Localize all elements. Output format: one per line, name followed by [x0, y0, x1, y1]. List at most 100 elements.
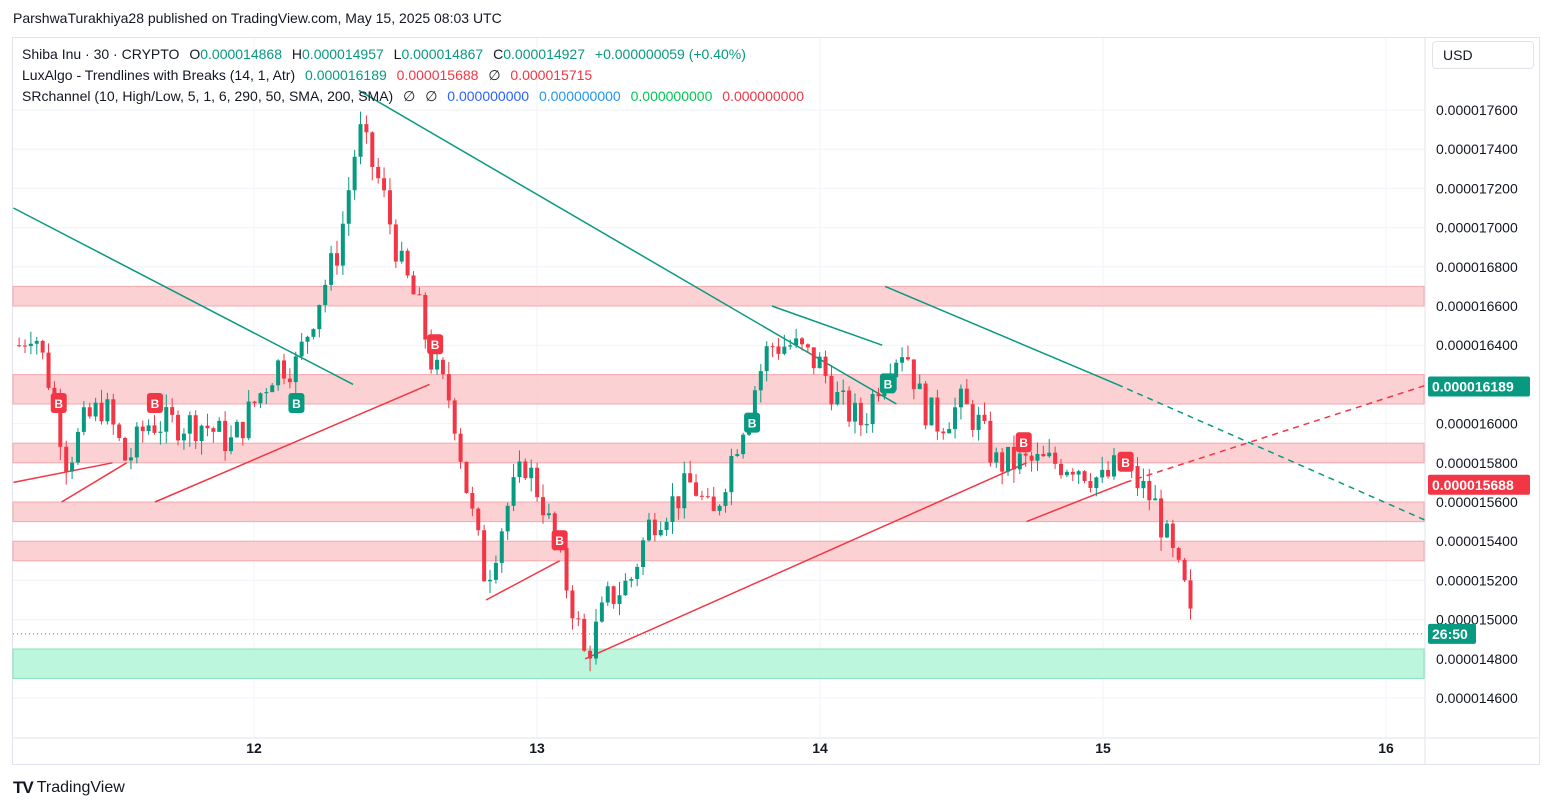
y-tick-label: 0.000014600	[1436, 690, 1518, 706]
break-marker: B	[427, 334, 444, 355]
candle-body	[988, 420, 993, 463]
candle-body	[393, 224, 398, 262]
candle-body	[947, 429, 952, 434]
candle-body	[635, 566, 640, 580]
legend-sr-v2: 0.000000000	[538, 88, 621, 104]
candle-body	[576, 618, 581, 620]
candle-body	[429, 339, 434, 370]
legend-main[interactable]: Shiba Inu · 30 · CRYPTO O0.000014868 H0.…	[22, 46, 758, 62]
publisher-line: ParshwaTurakhiya28 published on TradingV…	[13, 10, 502, 26]
candle-body	[134, 426, 139, 458]
candle-body	[1011, 446, 1016, 470]
break-marker: B	[551, 530, 568, 551]
x-tick-label: 15	[1095, 740, 1111, 756]
y-tick-label: 0.000016000	[1436, 416, 1518, 432]
break-marker-box	[551, 530, 568, 551]
candle-body	[529, 467, 534, 479]
candle-body	[1082, 471, 1087, 482]
candle-body	[1141, 480, 1146, 489]
y-tick-label: 0.000017000	[1436, 220, 1518, 236]
candle-body	[900, 357, 905, 363]
candle-body	[399, 250, 404, 262]
candle-body	[699, 495, 704, 497]
candle-body	[411, 275, 416, 295]
candle-body	[929, 397, 934, 426]
candle-body	[776, 346, 781, 354]
legend-change: +0.000000059 (+0.40%)	[594, 46, 746, 62]
candle-body	[782, 346, 787, 354]
candle-body	[70, 462, 75, 472]
candle-body	[847, 390, 852, 422]
candle-body	[323, 284, 328, 305]
legend-srchannel[interactable]: SRchannel (10, High/Low, 5, 1, 6, 290, 5…	[22, 88, 810, 105]
candle-body	[1076, 471, 1081, 475]
break-marker: B	[288, 393, 305, 413]
candle-body	[1176, 548, 1181, 560]
price-label-box	[1428, 623, 1476, 644]
legend-sr-v1: 0.000000000	[447, 88, 530, 104]
candle-body	[1153, 498, 1158, 501]
candle-body	[470, 492, 475, 509]
legend-luxalgo-title: LuxAlgo - Trendlines with Breaks (14, 1,…	[22, 67, 296, 83]
legend-luxalgo-v4: 0.000015715	[510, 67, 593, 83]
candle-body	[482, 530, 487, 582]
candle-body	[293, 356, 298, 383]
candle-body	[741, 434, 746, 455]
candle-body	[1182, 559, 1187, 581]
candle-body	[1094, 477, 1099, 488]
candle-body	[75, 431, 80, 463]
trendline-down	[13, 207, 354, 386]
candle-body	[641, 540, 646, 567]
candle-body	[564, 548, 569, 591]
candle-body	[611, 586, 616, 604]
tradingview-brand[interactable]: TV TradingView	[13, 778, 125, 798]
trendline-up	[13, 462, 113, 484]
candle-body	[488, 579, 493, 582]
legend-high-label: H	[291, 46, 303, 62]
candle-body	[764, 346, 769, 372]
candle-body	[1147, 480, 1152, 501]
y-tick-label: 0.000017600	[1436, 102, 1518, 118]
y-tick-label: 0.000015200	[1436, 572, 1518, 588]
time-axis[interactable]: 12 13 14 15 16	[13, 737, 1540, 756]
price-axis[interactable]: 0.000017600 0.000017400 0.000017200 0.00001…	[1424, 38, 1518, 765]
y-tick-label: 0.000015800	[1436, 455, 1518, 471]
y-tick-label: 0.000017200	[1436, 180, 1518, 196]
candle-body	[664, 521, 669, 530]
break-marker-box	[1015, 432, 1032, 453]
candle-body	[941, 431, 946, 434]
candle-body	[334, 253, 339, 266]
candle-body	[128, 457, 133, 461]
candle-body	[894, 362, 899, 378]
y-tick-label: 0.000016600	[1436, 298, 1518, 314]
candle-body	[170, 407, 175, 415]
trendline-down	[1116, 383, 1429, 523]
y-tick-label: 0.000015600	[1436, 494, 1518, 510]
candle-body	[340, 223, 345, 266]
candle-body	[1017, 453, 1022, 470]
currency-selector[interactable]: USD	[1432, 41, 1534, 69]
candle-body	[870, 393, 875, 425]
candle-body	[694, 482, 699, 496]
candle-body	[223, 420, 228, 452]
candle-body	[970, 404, 975, 430]
legend-low-label: L	[393, 46, 402, 62]
candle-body	[582, 618, 587, 651]
break-marker-box	[146, 393, 163, 413]
x-tick-label: 16	[1378, 740, 1394, 756]
candle-body	[276, 360, 281, 386]
trendline-down	[358, 89, 897, 405]
candle-body	[758, 371, 763, 391]
legend-high: 0.000014957	[302, 46, 384, 62]
candle-body	[346, 190, 351, 224]
candle-body	[464, 461, 469, 493]
candle-body	[458, 433, 463, 462]
candle-body	[1159, 498, 1164, 538]
legend-luxalgo[interactable]: LuxAlgo - Trendlines with Breaks (14, 1,…	[22, 67, 598, 84]
candle-body	[805, 344, 810, 348]
candle-body	[953, 407, 958, 430]
candle-body	[58, 401, 63, 447]
break-marker-box	[879, 373, 896, 394]
trendline-up	[1026, 481, 1126, 523]
